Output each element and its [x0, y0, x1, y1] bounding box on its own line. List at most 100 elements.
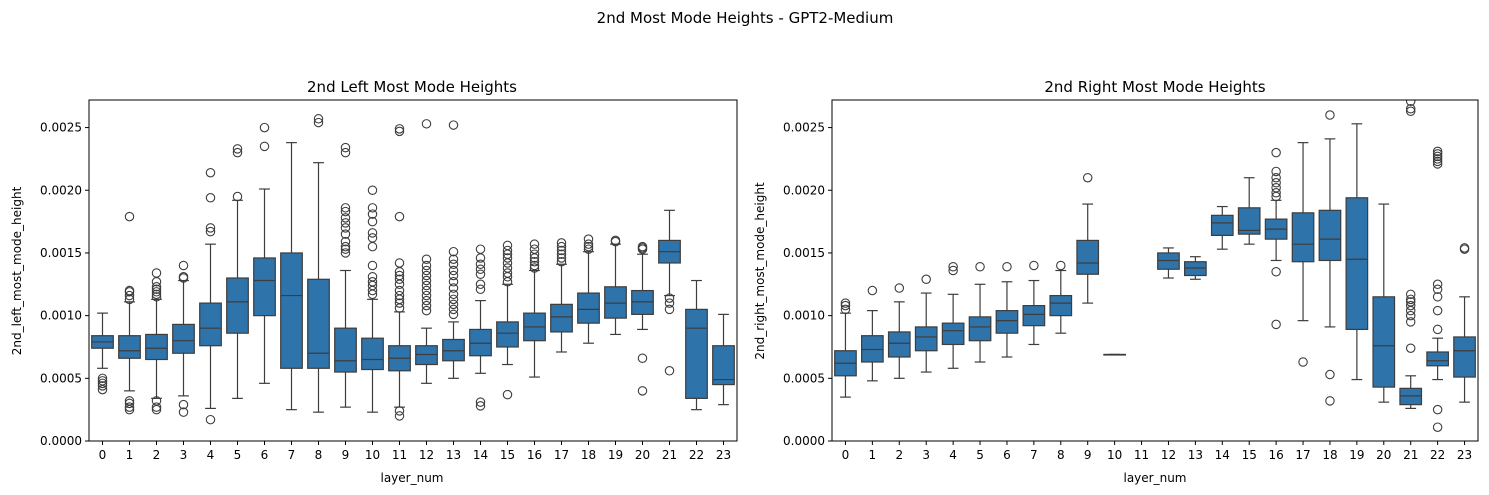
x-axis-label: layer_num	[1123, 471, 1186, 485]
outlier-point	[1271, 166, 1281, 177]
outlier-point	[1325, 396, 1335, 406]
x-tick-label: 10	[365, 448, 380, 462]
box-iqr	[361, 337, 384, 371]
box-layer-6	[995, 261, 1019, 358]
outlier-point	[529, 260, 540, 271]
x-tick-label: 17	[1295, 448, 1310, 462]
x-tick-label: 7	[288, 448, 296, 462]
outlier-point	[1432, 305, 1443, 316]
outlier-point	[502, 258, 513, 268]
x-tick-label: 9	[342, 448, 350, 462]
outlier-point	[556, 256, 567, 267]
outlier-point	[1432, 154, 1443, 164]
x-tick-label: 19	[608, 448, 623, 462]
x-tick-label: 23	[716, 448, 731, 462]
box-iqr	[280, 252, 303, 369]
plot-frame	[831, 99, 1479, 442]
x-tick-label: 8	[1057, 448, 1065, 462]
outlier-point	[475, 401, 486, 411]
box-iqr	[1184, 261, 1207, 277]
box-layer-23	[712, 313, 735, 406]
outlier-point	[583, 239, 594, 249]
outlier-point	[151, 284, 162, 295]
x-tick-label: 16	[1268, 448, 1283, 462]
box-iqr	[496, 321, 519, 348]
outlier-point	[448, 270, 459, 281]
x-tick-label: 13	[1188, 448, 1203, 462]
outlier-point	[178, 407, 189, 417]
outlier-point	[232, 147, 243, 158]
boxes-group	[834, 100, 1476, 432]
box-layer-6	[253, 122, 276, 384]
box-iqr	[172, 323, 195, 354]
box-iqr	[577, 292, 600, 324]
box-iqr	[145, 333, 168, 361]
outlier-point	[367, 228, 378, 238]
x-tick-label: 15	[500, 448, 515, 462]
box-iqr	[1399, 387, 1423, 406]
x-tick-label: 2	[153, 448, 161, 462]
y-tick-label: 0.0025	[783, 121, 825, 135]
outlier-point	[124, 285, 135, 296]
outlier-point	[1271, 267, 1281, 277]
outlier-point	[475, 284, 486, 295]
outlier-point	[178, 399, 189, 410]
box-iqr	[1453, 336, 1476, 378]
x-tick-label: 14	[1215, 448, 1230, 462]
outlier-point	[475, 397, 486, 407]
box-iqr	[914, 326, 938, 352]
box-layer-22	[1426, 146, 1449, 432]
outlier-point	[1405, 104, 1416, 114]
outlier-point	[394, 411, 405, 421]
box-iqr	[1157, 252, 1180, 270]
box-iqr	[1049, 294, 1073, 317]
box-iqr	[968, 316, 992, 342]
box-layer-4	[941, 261, 965, 369]
outlier-point	[151, 268, 162, 278]
outlier-point	[205, 414, 216, 425]
outlier-point	[367, 233, 378, 243]
outlier-point	[664, 304, 675, 315]
outlier-point	[1029, 260, 1039, 271]
x-axis-label: layer_num	[380, 471, 443, 485]
box-layer-3	[172, 260, 195, 417]
box-iqr	[1426, 351, 1449, 367]
box-layer-4	[199, 167, 222, 425]
x-tick-label: 6	[1003, 448, 1011, 462]
chart-title: 2nd Right Most Mode Heights	[1044, 78, 1265, 96]
box-iqr	[1345, 197, 1369, 331]
figure-suptitle: 2nd Most Mode Heights - GPT2-Medium	[597, 9, 894, 27]
y-tick-label: 0.0000	[783, 434, 825, 448]
outlier-point	[394, 290, 405, 301]
outlier-point	[394, 124, 405, 134]
x-tick-label: 22	[1430, 448, 1445, 462]
outlier-point	[1432, 149, 1443, 159]
outlier-point	[448, 259, 459, 269]
outlier-point	[1432, 156, 1443, 167]
box-layer-13	[1184, 256, 1207, 280]
box-layer-21	[658, 209, 681, 376]
outlier-point	[556, 249, 567, 259]
x-tick-label: 4	[949, 448, 957, 462]
box-iqr	[631, 289, 654, 315]
outlier-point	[340, 218, 351, 228]
y-tick-label: 0.0015	[40, 246, 82, 260]
box-layer-20	[631, 241, 654, 396]
outlier-point	[475, 264, 486, 274]
outlier-point	[529, 249, 540, 259]
outlier-point	[97, 376, 108, 386]
chart-title: 2nd Left Most Mode Heights	[307, 78, 517, 96]
x-tick-label: 14	[473, 448, 488, 462]
outlier-point	[1432, 151, 1443, 162]
outlier-point	[664, 298, 675, 308]
outlier-point	[948, 261, 958, 272]
outlier-point	[1405, 317, 1416, 327]
plot-frame	[88, 99, 738, 442]
outlier-point	[1405, 289, 1416, 300]
box-layer-13	[442, 120, 465, 379]
box-layer-14	[1210, 205, 1234, 250]
outlier-point	[421, 270, 432, 281]
outlier-point	[97, 373, 108, 384]
x-tick-label: 17	[554, 448, 569, 462]
